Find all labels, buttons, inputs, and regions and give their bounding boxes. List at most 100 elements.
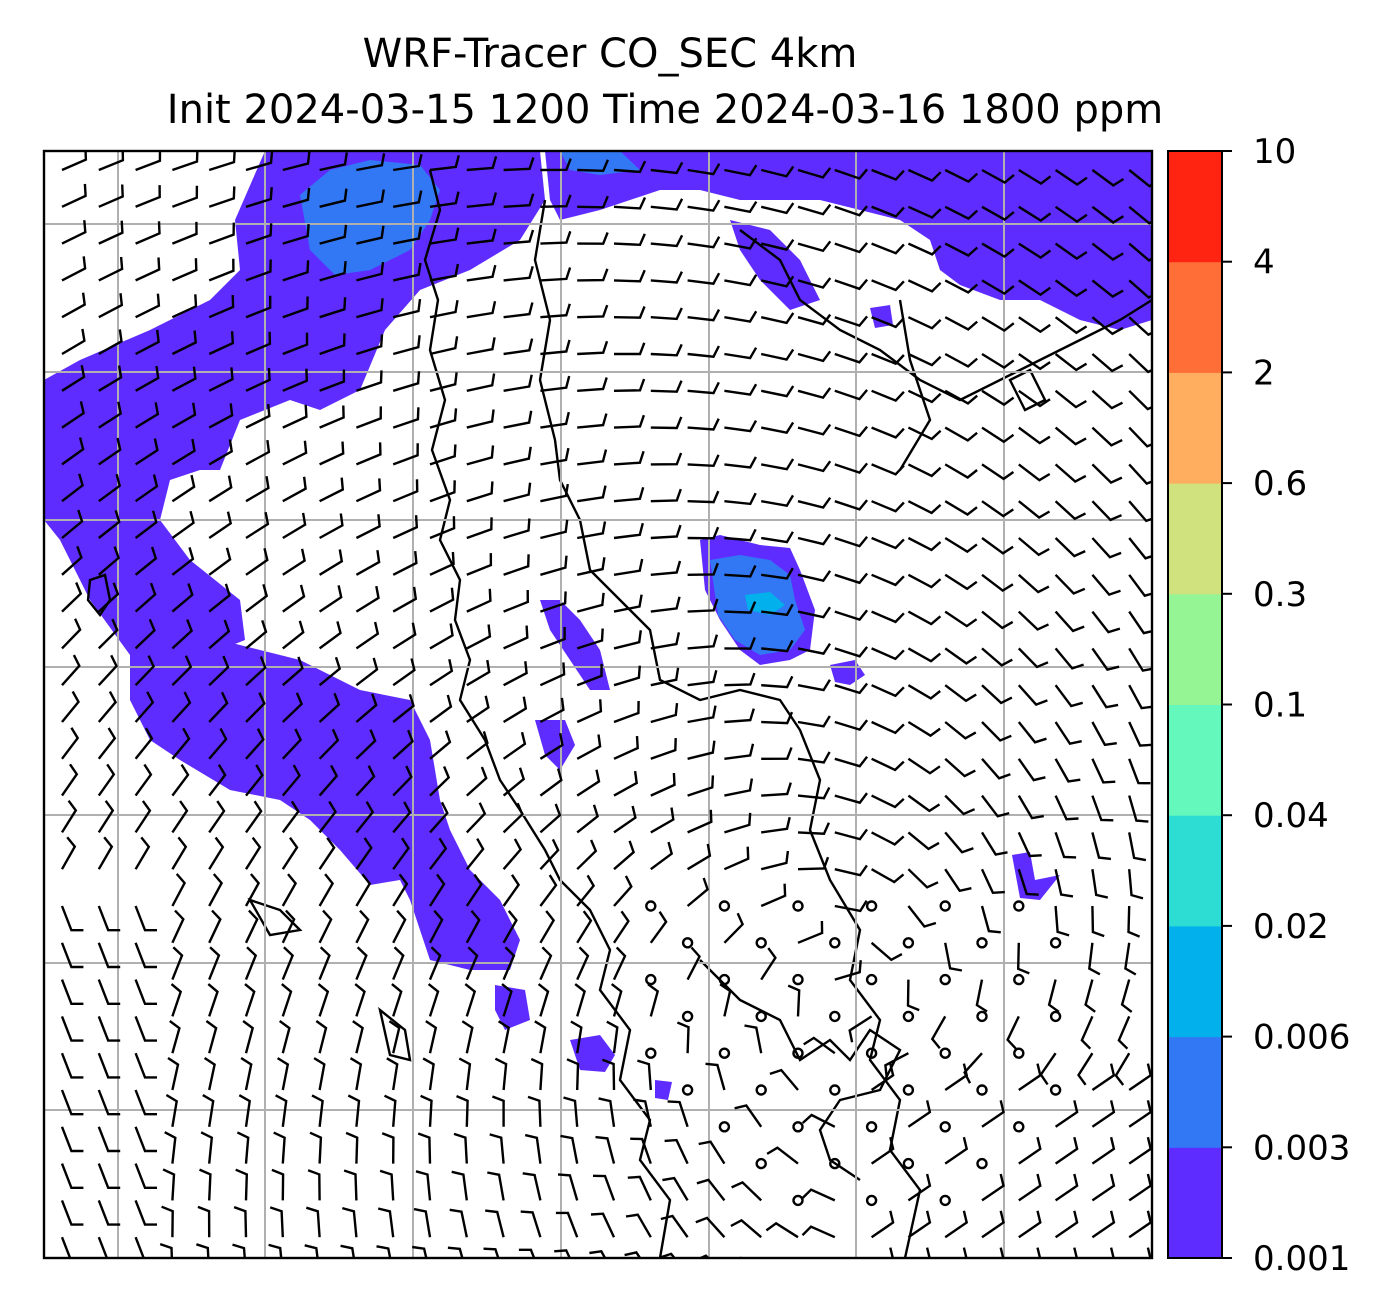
wind-barb (539, 627, 566, 650)
wind-barb (687, 381, 720, 395)
wind-barb (576, 839, 598, 871)
wind-barb (97, 800, 115, 834)
colorbar-tick-label: 2 (1253, 353, 1275, 393)
wind-barb (503, 518, 531, 540)
wind-barb (577, 485, 607, 503)
wind-barb (465, 946, 479, 981)
wind-barb (687, 740, 716, 760)
wind-barb (907, 573, 942, 589)
wind-barb (466, 624, 492, 650)
wind-barb (797, 642, 832, 655)
wind-barb (61, 220, 87, 245)
wind-barb (907, 205, 942, 219)
calm-wind-marker (755, 937, 767, 949)
colorbar-tick-label: 0.001 (1253, 1239, 1350, 1279)
wind-barb (981, 794, 1010, 818)
wind-barb (1091, 574, 1121, 597)
wind-barb (907, 610, 942, 626)
wind-barb (60, 1236, 72, 1258)
wind-barb (282, 584, 306, 613)
wind-barb (61, 618, 82, 650)
wind-barb (236, 1131, 250, 1164)
wind-barb (870, 1136, 895, 1165)
wind-barb (245, 476, 270, 503)
wind-barb (465, 873, 483, 907)
map-frame (42, 149, 1154, 1260)
wind-barb (760, 883, 787, 908)
wind-barb (429, 336, 459, 356)
co-blob-small-2 (535, 720, 575, 770)
wind-barb (724, 528, 757, 542)
wind-barb (687, 236, 721, 249)
wind-barb (207, 983, 219, 1017)
wind-barb (687, 562, 719, 576)
wind-barb (1017, 684, 1048, 707)
wind-barb (705, 1062, 726, 1091)
wind-barb (449, 1208, 468, 1238)
wind-barb (97, 727, 117, 760)
wind-barb (60, 905, 84, 932)
wind-barb (1077, 1052, 1094, 1086)
wind-barb (613, 522, 644, 540)
wind-barb (392, 515, 419, 540)
wind-barb (307, 1169, 321, 1201)
wind-barb (613, 306, 646, 319)
wind-barb (208, 800, 226, 834)
wind-barb (613, 414, 646, 429)
calm-wind-marker (976, 1157, 988, 1170)
wind-barb (355, 946, 368, 981)
wind-barb (650, 234, 684, 248)
wind-barb (797, 313, 832, 326)
wind-barb (981, 537, 1014, 555)
colorbar-tick-label: 0.1 (1253, 686, 1307, 726)
wind-barb (245, 728, 265, 760)
wind-barb (318, 909, 333, 944)
wind-barb (563, 1096, 579, 1127)
wind-barb (60, 836, 77, 870)
wind-barb (1016, 942, 1030, 975)
wind-barb (870, 1063, 895, 1091)
wind-barb (161, 1205, 174, 1238)
map-subtitle: Init 2024-03-15 1200 Time 2024-03-16 180… (166, 87, 1164, 133)
wind-barb (61, 364, 86, 392)
wind-barb (834, 960, 862, 981)
wind-barb (208, 727, 228, 760)
calm-wind-marker (829, 937, 841, 949)
wind-barb (724, 237, 758, 250)
wind-barb (1054, 905, 1070, 937)
wind-barb (167, 1056, 180, 1091)
wind-barb (610, 983, 623, 1017)
wind-barb (134, 1089, 157, 1116)
wind-barb (502, 802, 524, 834)
wind-barb (834, 462, 869, 474)
wind-barb (871, 610, 905, 624)
wind-barb (134, 979, 157, 1005)
wind-barb (282, 224, 310, 245)
wind-barb (1128, 463, 1152, 486)
wind-barb (1018, 426, 1051, 445)
wind-barb (650, 738, 677, 760)
wind-barb (765, 1221, 799, 1239)
wind-barb (834, 425, 869, 438)
wind-barb (627, 1175, 652, 1201)
wind-barb (944, 610, 978, 628)
wind-barb (340, 1244, 356, 1258)
wind-barb (171, 330, 197, 356)
wind-barb (761, 782, 792, 797)
wind-barb (606, 1020, 619, 1054)
wind-barb (134, 763, 153, 797)
wind-barb (377, 1207, 395, 1238)
wind-barb (502, 696, 528, 724)
wind-barb (282, 440, 308, 466)
wind-barb (245, 583, 269, 613)
wind-barb (208, 367, 234, 392)
wind-barb (392, 765, 413, 797)
wind-barb (520, 1210, 542, 1238)
wind-barb (208, 403, 234, 429)
calm-wind-marker (865, 900, 878, 912)
wind-barb (483, 1247, 500, 1258)
wind-barb (1091, 795, 1114, 822)
wind-barb (981, 279, 1015, 296)
wind-barb (871, 573, 905, 587)
wind-barb (999, 1247, 1005, 1258)
